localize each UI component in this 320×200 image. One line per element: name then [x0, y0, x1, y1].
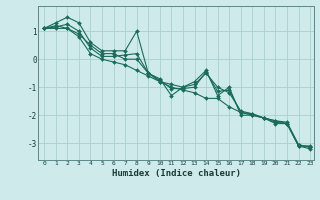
X-axis label: Humidex (Indice chaleur): Humidex (Indice chaleur) — [111, 169, 241, 178]
